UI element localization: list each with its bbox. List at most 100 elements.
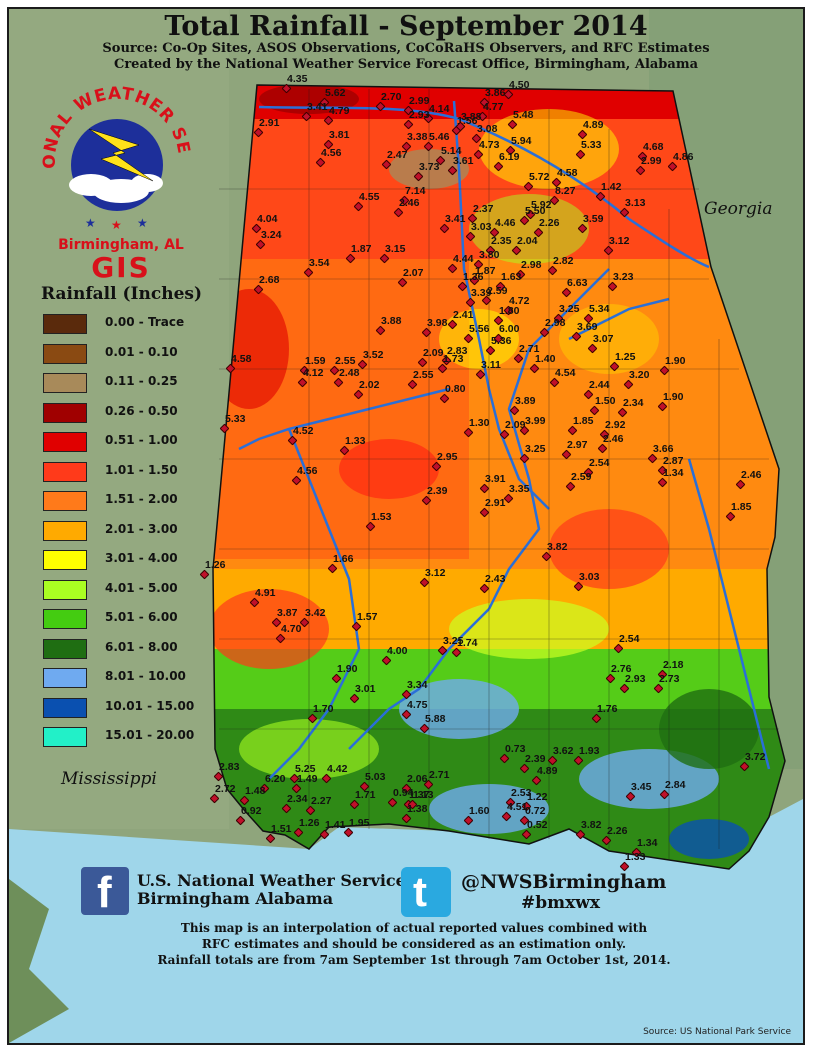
observation-value: 2.41 — [453, 309, 474, 321]
observation-value: 3.80 — [479, 249, 500, 261]
legend-swatch — [43, 432, 87, 452]
observation-value: 4.58 — [231, 353, 252, 365]
observation-value: 3.13 — [625, 197, 646, 209]
legend-label: 5.01 - 6.00 — [105, 610, 178, 624]
observation-value: 2.98 — [521, 259, 542, 271]
legend-swatch — [43, 579, 87, 600]
observation-value: 5.72 — [529, 171, 550, 183]
observation-value: 1.95 — [349, 817, 370, 829]
observation-value: 2.72 — [215, 783, 236, 795]
observation-value: 2.98 — [545, 317, 566, 329]
observation-value: 1.70 — [313, 703, 334, 715]
observation-value: 0.80 — [445, 383, 466, 395]
state-label-mississippi: Mississippi — [61, 769, 157, 789]
observation-value: 5.48 — [513, 109, 534, 121]
legend: Rainfall (Inches) 0.00 - Trace 0.01 - 0.1… — [39, 284, 229, 747]
observation-value: 1.90 — [663, 391, 684, 403]
observation-value: 2.34 — [287, 793, 308, 805]
observation-value: 2.26 — [539, 217, 560, 229]
observation-value: 2.26 — [607, 825, 628, 837]
observation-value: 5.46 — [429, 131, 450, 143]
observation-value: 1.37 — [409, 789, 430, 801]
observation-value: 2.46 — [741, 469, 762, 481]
legend-label: 0.00 - Trace — [105, 315, 185, 329]
lightning-bolt-icon — [88, 128, 154, 182]
observation-value: 1.26 — [299, 817, 320, 829]
rivers — [238, 100, 771, 780]
observation-value: 3.82 — [581, 819, 602, 831]
observation-value: 2.68 — [259, 274, 280, 286]
map-title: Total Rainfall - September 2014 — [164, 11, 648, 42]
observation-value: 3.25 — [525, 443, 546, 455]
observation-value: 4.73 — [479, 139, 500, 151]
observation-value: 2.34 — [623, 397, 644, 409]
observation-value: 2.02 — [359, 379, 380, 391]
observation-value: 1.34 — [663, 467, 684, 479]
disclaimer-line-3: Rainfall totals are from 7am September 1… — [157, 953, 671, 967]
observation-value: 2.71 — [519, 343, 540, 355]
observation-value: 2.59 — [571, 471, 592, 483]
observation-value: 6.00 — [499, 323, 520, 335]
observation-value: 0.92 — [241, 805, 262, 817]
observation-value: 6.63 — [567, 277, 588, 289]
observation-value: 1.41 — [325, 819, 346, 831]
observation-value: 2.82 — [553, 255, 574, 267]
legend-swatch — [43, 461, 87, 482]
observation-value: 1.76 — [597, 703, 618, 715]
observation-value: 3.66 — [653, 443, 674, 455]
observation-value: 3.12 — [425, 567, 446, 579]
observation-value: 1.38 — [407, 803, 428, 815]
observation-value: 3.25 — [443, 635, 464, 647]
observation-value: 1.74 — [457, 637, 478, 649]
observation-value: 3.89 — [515, 395, 536, 407]
observation-value: 1.48 — [245, 785, 266, 797]
observation-value: 1.33 — [625, 851, 646, 863]
observation-value: 4.04 — [257, 213, 278, 225]
svg-text:★: ★ — [85, 216, 96, 230]
observation-value: 1.53 — [371, 511, 392, 523]
legend-label: 2.01 - 3.00 — [105, 521, 178, 536]
legend-label: 4.01 - 5.00 — [105, 580, 178, 595]
observation-value: 2.76 — [611, 663, 632, 675]
observation-value: 3.34 — [407, 679, 428, 691]
facebook-sub: Birmingham Alabama — [137, 889, 334, 908]
observation-value: 4.89 — [537, 765, 558, 777]
observation-value: 3.38 — [407, 131, 428, 143]
legend-swatch — [43, 491, 87, 511]
observation-value: 1.30 — [469, 417, 490, 429]
observation-value: 4.52 — [293, 425, 314, 437]
twitter-icon: t — [401, 867, 451, 917]
observation-value: 3.24 — [261, 229, 282, 241]
observation-value: 3.99 — [525, 415, 546, 427]
observation-value: 5.25 — [295, 763, 316, 775]
gulf-of-mexico — [9, 799, 803, 1043]
observation-value: 1.40 — [535, 353, 556, 365]
observation-value: 4.75 — [407, 699, 428, 711]
observation-value: 3.59 — [583, 213, 604, 225]
observation-value: 4.35 — [287, 73, 308, 85]
observation-value: 3.20 — [629, 369, 650, 381]
observation-value: 2.35 — [491, 235, 512, 247]
observation-value: 4.51 — [507, 801, 528, 813]
observation-value: 5.36 — [491, 335, 512, 347]
observation-value: 1.26 — [205, 559, 226, 571]
observation-value: 3.86 — [485, 87, 506, 99]
observation-value: 1.25 — [615, 351, 636, 363]
observation-value: 4.12 — [303, 367, 324, 379]
rainfall-map — [9, 9, 803, 1043]
nws-logo: NATIONAL WEATHER SERVICE ★ ★ ★ Birmingha… — [23, 64, 211, 284]
observation-value: 3.03 — [579, 571, 600, 583]
legend-label: 1.51 - 2.00 — [105, 492, 178, 506]
observation-value: 3.25 — [559, 303, 580, 315]
observation-value: 1.66 — [333, 553, 354, 565]
observation-value: 1.73 — [443, 353, 464, 365]
observation-value: 4.14 — [429, 103, 450, 115]
observation-value: 2.97 — [567, 439, 588, 451]
observation-value: 3.08 — [477, 123, 498, 135]
observation-value: 3.87 — [277, 607, 298, 619]
observation-value: 3.23 — [613, 271, 634, 283]
observation-value: 2.06 — [407, 773, 428, 785]
observation-value: 6.19 — [499, 151, 520, 163]
observation-value: 6.20 — [265, 773, 286, 785]
observation-value: 2.93 — [625, 673, 646, 685]
